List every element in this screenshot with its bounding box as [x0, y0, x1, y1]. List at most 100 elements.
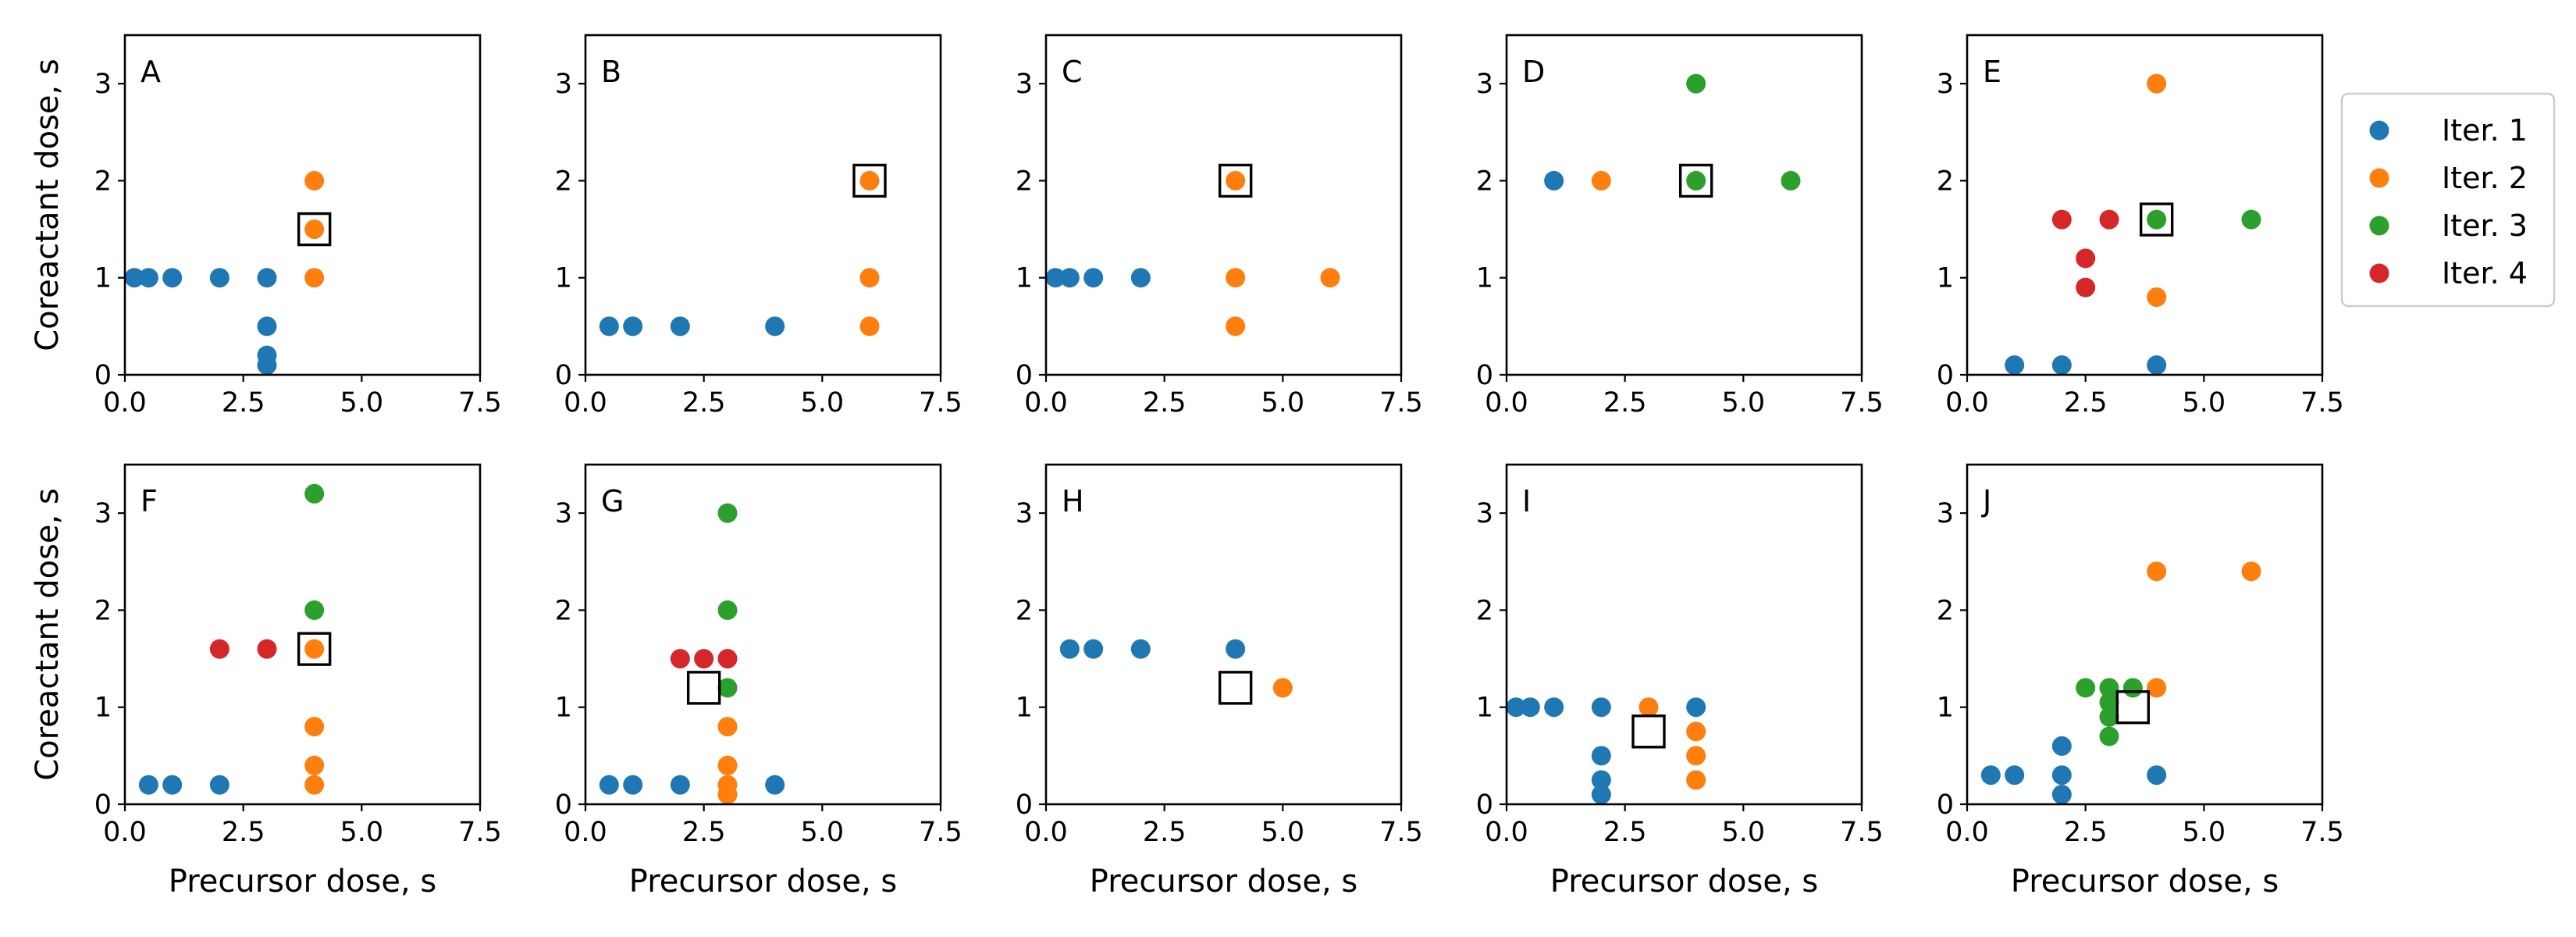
y-tick-label: 2	[94, 595, 112, 626]
x-tick-label: 7.5	[458, 387, 502, 419]
x-tick-label: 0.0	[1485, 817, 1528, 848]
data-point	[1320, 268, 1340, 288]
data-point	[2122, 678, 2143, 698]
y-tick-label: 1	[1937, 263, 1954, 294]
data-point	[1544, 170, 1564, 191]
axes-frame	[1044, 463, 1403, 806]
data-point	[717, 755, 738, 775]
panel-j: J 0.0 2.5 5.0 7.5 0 1 2 3 Precursor dose, s	[1937, 463, 2344, 900]
data-point	[670, 775, 690, 795]
series-iter-2	[717, 717, 738, 805]
data-point	[2076, 678, 2096, 698]
data-point	[209, 268, 229, 288]
data-point	[2147, 765, 2167, 786]
axes-frame	[123, 463, 482, 806]
y-tick-label: 0	[1476, 360, 1493, 391]
y-tick-label: 1	[94, 693, 112, 724]
data-point	[1638, 697, 1659, 718]
data-point	[138, 268, 158, 288]
data-point	[859, 316, 880, 337]
data-point	[2051, 209, 2072, 230]
x-tick-label: 5.0	[340, 387, 383, 419]
legend-entry: Iter. 1	[2442, 113, 2528, 148]
panel-label: F	[141, 484, 158, 518]
series-iter-1	[124, 268, 277, 376]
y-axis-label: Coreactant dose, s	[30, 59, 66, 351]
data-point	[765, 316, 785, 337]
data-point	[209, 775, 229, 795]
data-point	[2005, 355, 2025, 376]
panel-h: H 0.0 2.5 5.0 7.5 0 1 2 3 Precursor dose, s	[1016, 463, 1423, 900]
y-tick-label: 2	[1016, 166, 1033, 197]
data-point	[2051, 355, 2072, 376]
data-point	[2051, 736, 2072, 756]
series-iter-2	[1226, 170, 1340, 337]
panel-label: A	[141, 55, 161, 89]
legend: Iter. 1 Iter. 2 Iter. 3 Iter. 4	[2340, 92, 2556, 308]
y-tick-label: 1	[1937, 693, 1954, 724]
data-point	[1045, 268, 1066, 288]
x-axis-label: Precursor dose, s	[1550, 864, 1818, 900]
y-tick-label: 3	[1476, 498, 1493, 529]
optimum-marker	[686, 671, 721, 705]
y-tick-label: 0	[94, 789, 112, 821]
data-point	[2099, 678, 2119, 698]
x-tick-label: 2.5	[2064, 817, 2108, 848]
x-tick-label: 7.5	[1840, 817, 1884, 848]
y-tick-label: 0	[555, 789, 572, 821]
y-tick-label: 0	[1937, 789, 1954, 821]
y-tick-label: 3	[1016, 498, 1033, 529]
panel-f: F 0.0 2.5 5.0 7.5 0 1 2 3 Coreactant dose, s Precu…	[30, 463, 502, 900]
data-point	[717, 785, 738, 805]
data-point	[717, 649, 738, 669]
panel-label: C	[1062, 55, 1083, 89]
x-tick-label: 0.0	[1945, 817, 1989, 848]
series-iter-1	[1980, 736, 2167, 805]
x-tick-label: 2.5	[222, 817, 265, 848]
y-tick-label: 2	[1937, 166, 1954, 197]
data-point	[2241, 209, 2261, 230]
axes-frame	[1044, 34, 1403, 376]
data-point	[694, 649, 714, 669]
optimum-marker	[852, 163, 887, 198]
data-point	[1272, 678, 1293, 698]
series-iter-2	[304, 170, 325, 288]
x-tick-label: 0.0	[564, 817, 607, 848]
x-tick-label: 0.0	[1024, 817, 1068, 848]
legend-marker	[2369, 263, 2389, 283]
data-point	[1226, 316, 1246, 337]
x-tick-label: 7.5	[2300, 387, 2344, 419]
axes-frame	[584, 463, 942, 806]
data-point	[1059, 268, 1080, 288]
x-tick-label: 5.0	[1721, 387, 1765, 419]
data-point	[1686, 770, 1706, 790]
y-tick-label: 1	[1476, 263, 1493, 294]
y-tick-label: 1	[555, 263, 572, 294]
panel-a: A 0.0 2.5 5.0 7.5 0 1 2 3 Coreactant dose, s	[30, 34, 502, 419]
x-axis-label: Precursor dose, s	[629, 864, 897, 900]
data-point	[1226, 268, 1246, 288]
data-point	[2076, 248, 2096, 269]
series-iter-1	[138, 775, 229, 795]
data-point	[1083, 639, 1104, 659]
series-iter-2	[1591, 170, 1611, 191]
data-point	[623, 775, 643, 795]
data-point	[257, 316, 277, 337]
x-tick-label: 2.5	[1143, 387, 1187, 419]
optimum-marker	[2139, 202, 2174, 237]
x-tick-label: 7.5	[919, 817, 962, 848]
data-point	[1591, 697, 1611, 718]
data-point	[1059, 639, 1080, 659]
data-point	[304, 170, 325, 191]
y-tick-label: 3	[94, 69, 112, 100]
data-point	[2005, 765, 2025, 786]
panel-c: C 0.0 2.5 5.0 7.5 0 1 2 3	[1016, 34, 1423, 419]
series-iter-1	[1544, 170, 1564, 191]
data-point	[670, 649, 690, 669]
series-iter-1	[599, 316, 785, 337]
panel-label: H	[1062, 484, 1084, 518]
x-tick-label: 0.0	[103, 817, 147, 848]
x-axis-label: Precursor dose, s	[2011, 864, 2279, 900]
x-tick-label: 5.0	[800, 817, 844, 848]
